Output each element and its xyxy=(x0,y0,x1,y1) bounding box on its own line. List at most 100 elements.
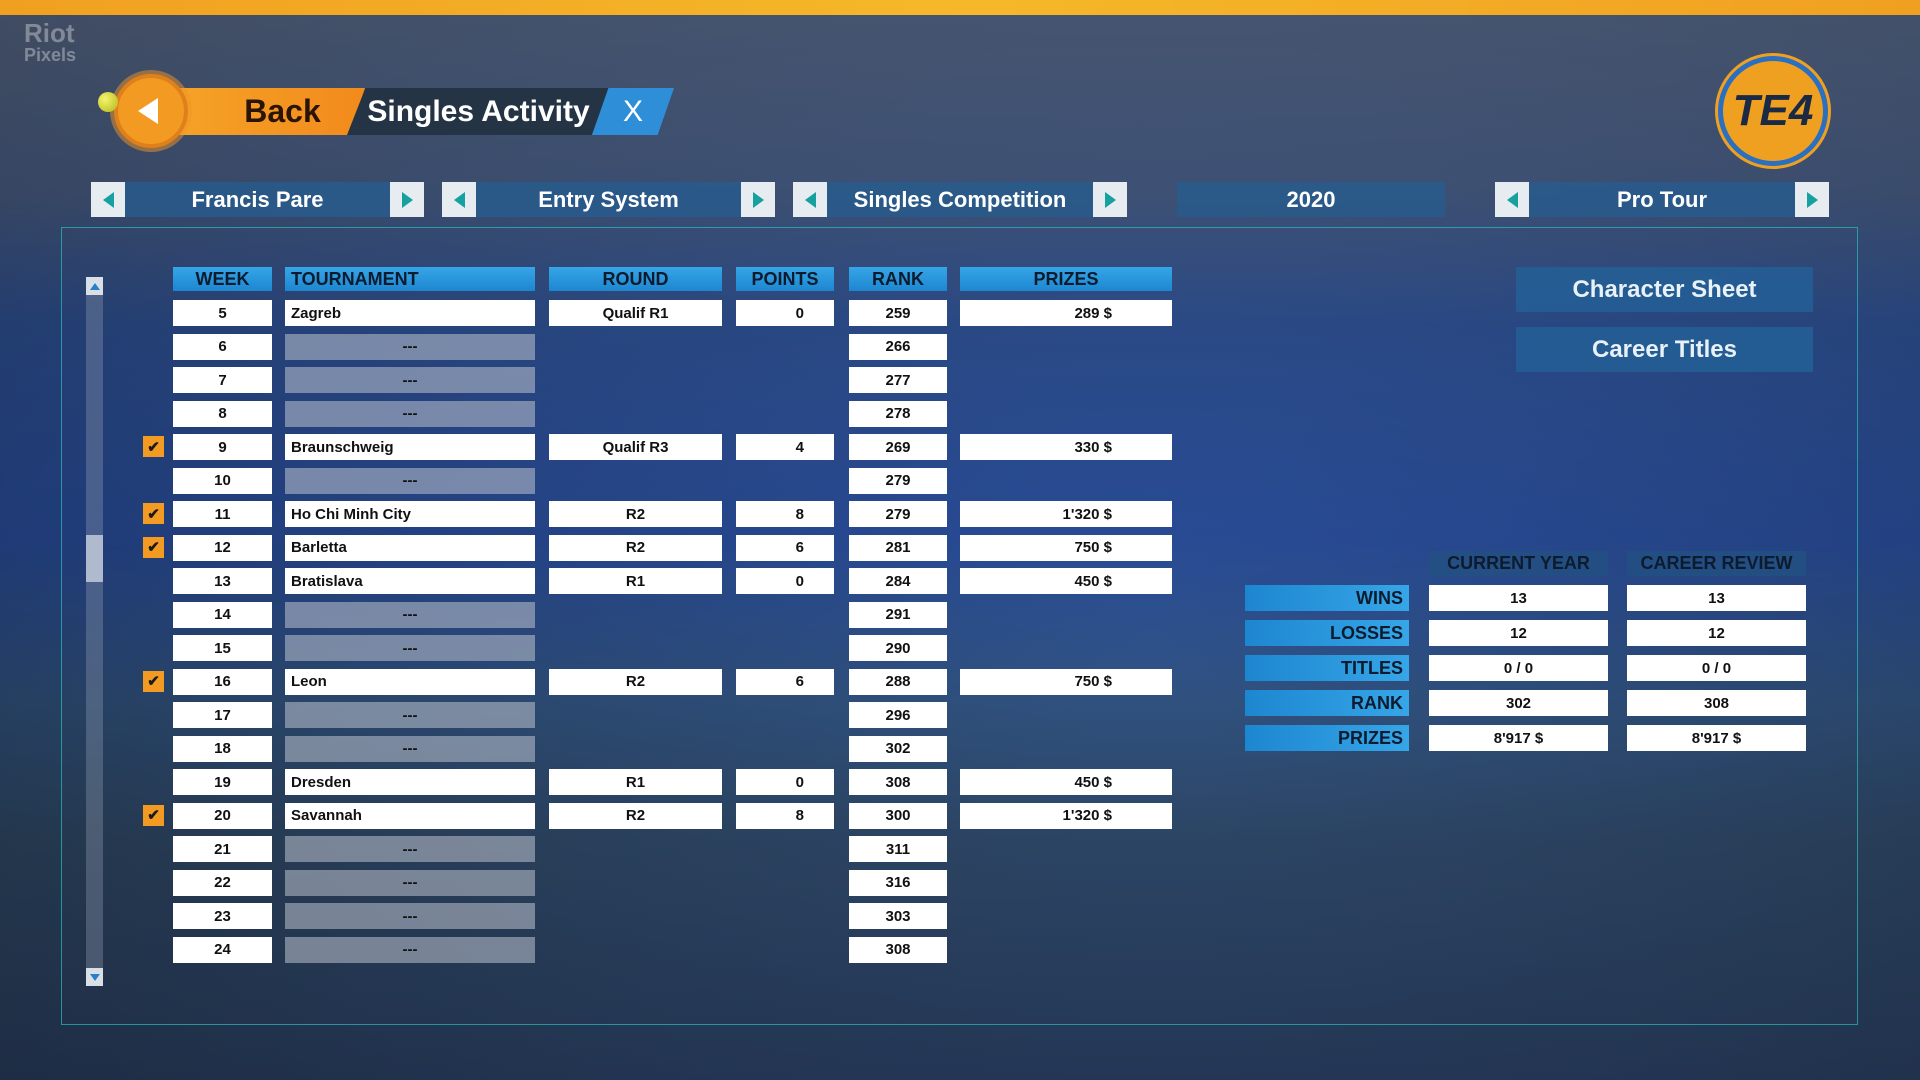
character-sheet-button[interactable]: Character Sheet xyxy=(1516,267,1813,312)
arrow-left-icon[interactable] xyxy=(91,182,125,217)
rank-cell: 291 xyxy=(849,601,947,628)
stats-header-current-year: CURRENT YEAR xyxy=(1429,551,1608,576)
column-header-tournament[interactable]: TOURNAMENT xyxy=(285,267,535,291)
scroll-down-icon[interactable] xyxy=(86,968,103,986)
column-header-prizes[interactable]: PRIZES xyxy=(960,267,1172,291)
tournament-cell: --- xyxy=(285,903,535,929)
week-cell: 23 xyxy=(173,903,272,929)
back-arrow-button[interactable] xyxy=(114,74,188,148)
selector-pro-tour[interactable]: Pro Tour xyxy=(1495,182,1829,217)
scroll-up-icon[interactable] xyxy=(86,277,103,295)
week-cell: 13 xyxy=(173,568,272,594)
rank-cell: 277 xyxy=(849,367,947,393)
prize-cell: 1'320 $ xyxy=(960,802,1172,829)
tournament-cell: --- xyxy=(285,601,535,628)
checkmark-icon[interactable]: ✔ xyxy=(143,670,164,692)
selector-entry-system[interactable]: Entry System xyxy=(442,182,775,217)
tournament-cell: Leon xyxy=(285,668,535,695)
column-header-rank[interactable]: RANK xyxy=(849,267,947,291)
tournament-cell: Barletta xyxy=(285,534,535,561)
points-cell: 8 xyxy=(736,802,834,829)
round-cell: R2 xyxy=(549,534,722,561)
stat-current-wins: 13 xyxy=(1429,585,1608,611)
selector-label: Singles Competition xyxy=(853,186,1067,212)
points-cell: 6 xyxy=(736,668,834,695)
rank-cell: 279 xyxy=(849,501,947,527)
round-cell: R1 xyxy=(549,769,722,795)
tennis-ball-icon xyxy=(98,92,118,112)
arrow-right-icon[interactable] xyxy=(390,182,424,217)
week-cell: 20 xyxy=(173,802,272,829)
rank-cell: 308 xyxy=(849,936,947,963)
page-title: Singles Activity xyxy=(347,88,610,135)
arrow-right-icon[interactable] xyxy=(1795,182,1829,217)
checkmark-icon[interactable]: ✔ xyxy=(143,536,164,558)
column-header-round[interactable]: ROUND xyxy=(549,267,722,291)
rank-cell: 279 xyxy=(849,467,947,494)
tournament-cell: --- xyxy=(285,367,535,393)
prize-cell: 289 $ xyxy=(960,300,1172,326)
arrow-right-icon[interactable] xyxy=(1093,182,1127,217)
round-cell: Qualif R1 xyxy=(549,300,722,326)
rank-cell: 284 xyxy=(849,568,947,594)
round-cell: R2 xyxy=(549,501,722,527)
arrow-right-icon[interactable] xyxy=(741,182,775,217)
watermark-line1: Riot xyxy=(24,18,75,48)
stat-current-losses: 12 xyxy=(1429,620,1608,647)
week-cell: 18 xyxy=(173,735,272,762)
prize-cell: 450 $ xyxy=(960,568,1172,594)
tournament-cell: Ho Chi Minh City xyxy=(285,501,535,527)
checkmark-icon[interactable]: ✔ xyxy=(143,804,164,826)
rank-cell: 259 xyxy=(849,300,947,326)
stat-career-wins: 13 xyxy=(1627,585,1806,611)
tournament-cell: Zagreb xyxy=(285,300,535,326)
scrollbar[interactable] xyxy=(86,277,103,986)
stat-career-titles: 0 / 0 xyxy=(1627,655,1806,682)
stat-current-prizes: 8'917 $ xyxy=(1429,725,1608,752)
stat-label-losses: LOSSES xyxy=(1245,620,1409,647)
week-cell: 9 xyxy=(173,434,272,460)
arrow-left-icon[interactable] xyxy=(793,182,827,217)
checkmark-icon[interactable]: ✔ xyxy=(143,503,164,524)
career-titles-button[interactable]: Career Titles xyxy=(1516,327,1813,372)
week-cell: 22 xyxy=(173,869,272,896)
prize-cell: 450 $ xyxy=(960,769,1172,795)
rank-cell: 266 xyxy=(849,333,947,360)
watermark-logo: Riot Pixels xyxy=(24,20,76,66)
week-cell: 24 xyxy=(173,936,272,963)
rank-cell: 281 xyxy=(849,534,947,561)
prize-cell: 750 $ xyxy=(960,668,1172,695)
round-cell: R1 xyxy=(549,568,722,594)
column-header-points[interactable]: POINTS xyxy=(736,267,834,291)
tournament-cell: Dresden xyxy=(285,769,535,795)
week-cell: 5 xyxy=(173,300,272,326)
prize-cell: 1'320 $ xyxy=(960,501,1172,527)
round-cell: R2 xyxy=(549,668,722,695)
rank-cell: 311 xyxy=(849,836,947,862)
tournament-cell: --- xyxy=(285,400,535,427)
selector-label: 2020 xyxy=(1286,186,1336,212)
week-cell: 21 xyxy=(173,836,272,862)
stat-label-prizes: PRIZES xyxy=(1245,725,1409,752)
week-cell: 15 xyxy=(173,635,272,661)
close-button[interactable]: X xyxy=(592,88,674,135)
checkmark-icon[interactable]: ✔ xyxy=(143,436,164,457)
selector-2020[interactable]: 2020 xyxy=(1177,182,1445,217)
arrow-left-icon[interactable] xyxy=(442,182,476,217)
selector-singles-competition[interactable]: Singles Competition xyxy=(793,182,1127,217)
tournament-cell: --- xyxy=(285,702,535,728)
scroll-thumb[interactable] xyxy=(86,535,103,582)
column-header-week[interactable]: WEEK xyxy=(173,267,272,291)
week-cell: 12 xyxy=(173,534,272,561)
week-cell: 8 xyxy=(173,400,272,427)
points-cell: 0 xyxy=(736,568,834,594)
tournament-cell: Braunschweig xyxy=(285,434,535,460)
rank-cell: 300 xyxy=(849,802,947,829)
tournament-cell: --- xyxy=(285,635,535,661)
selector-francis-pare[interactable]: Francis Pare xyxy=(91,182,424,217)
rank-cell: 303 xyxy=(849,903,947,929)
arrow-left-icon[interactable] xyxy=(1495,182,1529,217)
week-cell: 14 xyxy=(173,601,272,628)
stat-current-rank: 302 xyxy=(1429,690,1608,717)
back-button[interactable]: Back xyxy=(170,88,365,135)
